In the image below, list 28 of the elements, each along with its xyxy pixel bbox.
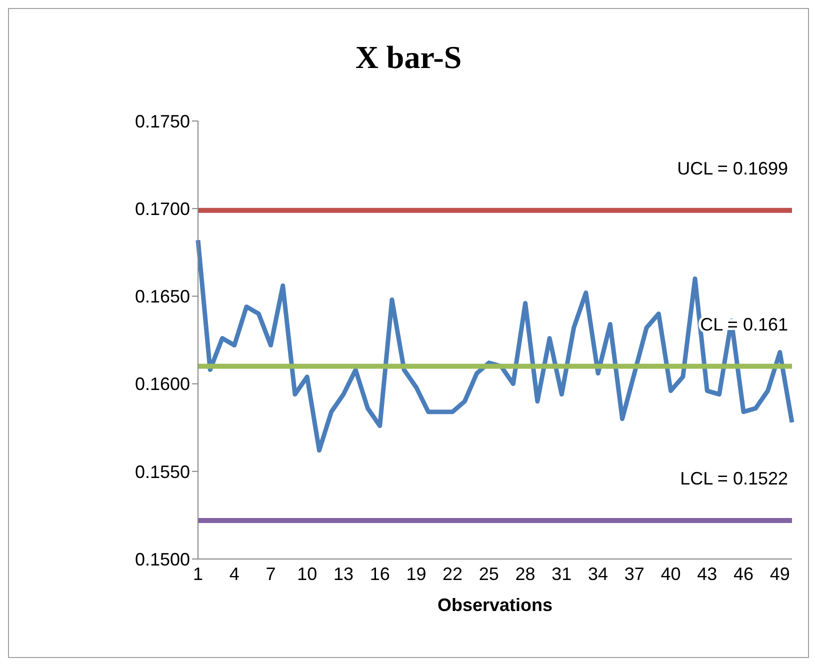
x-tick-label: 25 [478,564,499,584]
x-tick-label: 1 [192,564,204,584]
line-series [196,238,794,453]
y-tick-label: 0.1650 [134,286,190,307]
y-tick-label: 0.1600 [134,374,190,394]
x-tick-label: 22 [442,564,463,584]
y-tick-label: 0.1500 [134,549,190,570]
chart-title: X bar-S [354,39,463,76]
x-tick-label: 31 [552,564,572,584]
x-tick-label: 7 [266,564,276,584]
ref-line-label: UCL = 0.1699 [677,158,788,178]
x-tick-label: 13 [333,564,354,584]
x-tick-label: 19 [406,564,426,584]
x-tick-label: 34 [588,564,608,584]
x-axis-title: Observations [437,595,553,615]
x-tick-label: 46 [733,564,754,584]
x-tick-label: 43 [697,564,718,584]
x-tick-label: 40 [660,564,681,584]
x-tick-label: 10 [297,564,318,584]
ref-line-label: LCL = 0.1522 [680,468,788,488]
y-tick-label: 0.1750 [134,111,190,132]
y-tick-label: 0.1550 [134,462,190,482]
x-tick-label: 28 [515,564,536,584]
y-tick-label: 0.1700 [134,198,190,219]
x-tick-label: 16 [370,564,390,584]
x-tick-label: 49 [770,564,790,584]
x-tick-label: 37 [624,564,644,584]
x-tick-label: 4 [229,564,240,584]
